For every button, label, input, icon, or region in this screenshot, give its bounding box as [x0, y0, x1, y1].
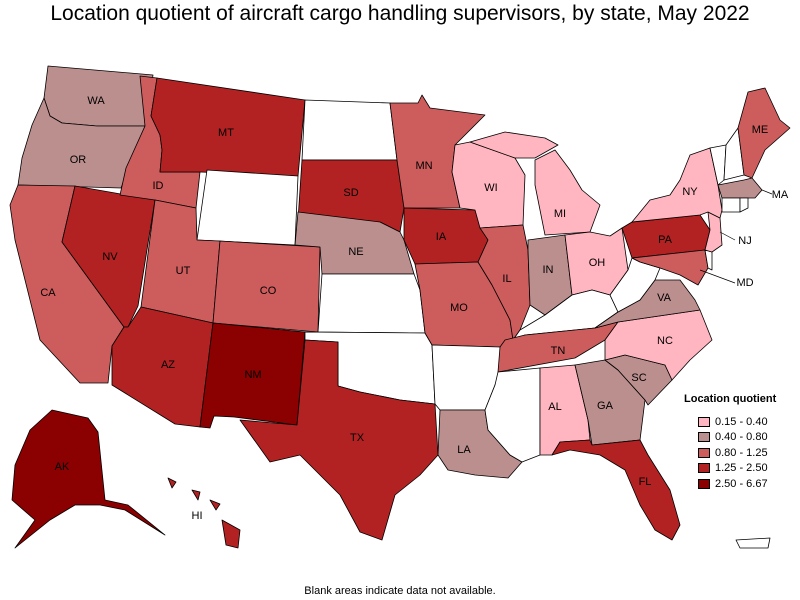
- label-CO: CO: [260, 285, 277, 297]
- state-HI[interactable]: [167, 477, 241, 549]
- state-TX[interactable]: [239, 339, 439, 541]
- label-NE: NE: [348, 246, 363, 258]
- label-MI: MI: [554, 208, 566, 220]
- label-WI: WI: [484, 182, 497, 194]
- legend: Location quotient 0.15 - 0.40 0.40 - 0.8…: [684, 393, 796, 492]
- legend-label: 0.15 - 0.40: [715, 415, 768, 428]
- label-MN: MN: [415, 160, 432, 172]
- label-LA: LA: [457, 444, 471, 456]
- state-MT[interactable]: [150, 77, 306, 177]
- state-AK[interactable]: [11, 409, 166, 549]
- state-RI[interactable]: [739, 197, 749, 213]
- legend-label: 1.25 - 2.50: [715, 462, 768, 475]
- legend-item: 0.40 - 0.80: [684, 430, 796, 446]
- label-GA: GA: [597, 400, 614, 412]
- legend-swatch: [698, 478, 710, 489]
- legend-swatch: [698, 447, 710, 458]
- label-UT: UT: [176, 265, 191, 277]
- map-title: Location quotient of aircraft cargo hand…: [50, 2, 750, 25]
- label-OR: OR: [70, 154, 87, 166]
- label-ID: ID: [153, 180, 164, 192]
- legend-swatch: [698, 463, 710, 474]
- label-ME: ME: [752, 124, 769, 136]
- legend-item: 0.15 - 0.40: [684, 414, 796, 430]
- legend-item: 2.50 - 6.67: [684, 476, 796, 492]
- label-SC: SC: [631, 372, 646, 384]
- state-NY[interactable]: [631, 147, 723, 223]
- state-ME[interactable]: [737, 87, 791, 179]
- label-CA: CA: [40, 287, 56, 299]
- label-AK: AK: [55, 461, 70, 473]
- label-MO: MO: [450, 302, 468, 314]
- state-FL[interactable]: [551, 439, 681, 541]
- legend-swatch: [698, 432, 710, 443]
- legend-title: Location quotient: [684, 393, 777, 405]
- label-OH: OH: [589, 257, 606, 269]
- state-KS[interactable]: [317, 273, 426, 334]
- label-AZ: AZ: [161, 359, 175, 371]
- label-SD: SD: [343, 187, 358, 199]
- state-CT[interactable]: [721, 197, 741, 213]
- label-TN: TN: [551, 345, 566, 357]
- label-NM: NM: [244, 369, 261, 381]
- state-NM[interactable]: [199, 322, 306, 429]
- label-PA: PA: [658, 234, 673, 246]
- state-ND[interactable]: [301, 99, 398, 161]
- label-IN: IN: [543, 264, 554, 276]
- label-IA: IA: [436, 231, 447, 243]
- label-MA: MA: [772, 189, 789, 201]
- label-WA: WA: [87, 95, 105, 107]
- state-MI[interactable]: [469, 131, 601, 236]
- label-NV: NV: [102, 251, 118, 263]
- state-PR[interactable]: [735, 537, 771, 549]
- legend-item: 1.25 - 2.50: [684, 461, 796, 477]
- label-TX: TX: [350, 432, 365, 444]
- legend-item: 0.80 - 1.25: [684, 445, 796, 461]
- legend-swatch: [698, 416, 710, 427]
- label-MD: MD: [736, 277, 753, 289]
- label-HI: HI: [192, 510, 203, 522]
- label-MT: MT: [218, 127, 234, 139]
- label-NY: NY: [682, 186, 698, 198]
- legend-label: 2.50 - 6.67: [715, 477, 768, 490]
- label-NC: NC: [657, 335, 673, 347]
- label-FL: FL: [639, 476, 652, 488]
- state-labels: WA OR CA NV ID MT UT AZ CO NM SD NE TX M…: [40, 95, 789, 522]
- label-VA: VA: [657, 292, 672, 304]
- label-IL: IL: [502, 273, 511, 285]
- legend-label: 0.80 - 1.25: [715, 446, 768, 459]
- state-MA[interactable]: [717, 177, 763, 199]
- state-WY[interactable]: [196, 169, 299, 246]
- label-AL: AL: [548, 401, 561, 413]
- footnote: Blank areas indicate data not available.: [304, 585, 496, 597]
- label-NJ: NJ: [738, 235, 751, 247]
- legend-label: 0.40 - 0.80: [715, 431, 768, 444]
